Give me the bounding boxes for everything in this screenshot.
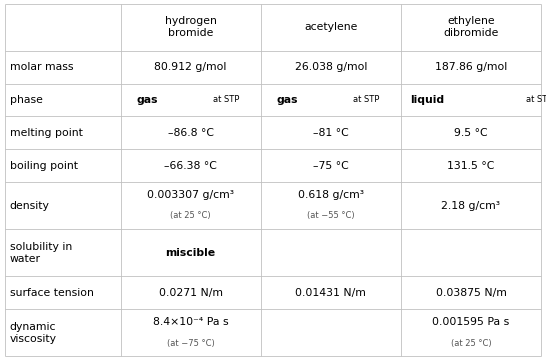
Text: molar mass: molar mass — [10, 62, 73, 72]
Text: at STP: at STP — [213, 95, 239, 104]
Text: miscible: miscible — [165, 248, 216, 258]
Text: (at −75 °C): (at −75 °C) — [167, 339, 215, 348]
Text: liquid: liquid — [411, 95, 444, 105]
Text: hydrogen
bromide: hydrogen bromide — [165, 16, 217, 39]
Text: –81 °C: –81 °C — [313, 128, 349, 138]
Text: 0.01431 N/m: 0.01431 N/m — [295, 288, 366, 298]
Text: 80.912 g/mol: 80.912 g/mol — [155, 62, 227, 72]
Text: ethylene
dibromide: ethylene dibromide — [443, 16, 498, 39]
Text: solubility in
water: solubility in water — [10, 242, 72, 264]
Text: melting point: melting point — [10, 128, 82, 138]
Text: 0.618 g/cm³: 0.618 g/cm³ — [298, 190, 364, 200]
Text: phase: phase — [10, 95, 43, 105]
Text: 8.4×10⁻⁴ Pa s: 8.4×10⁻⁴ Pa s — [153, 318, 228, 327]
Text: 0.003307 g/cm³: 0.003307 g/cm³ — [147, 190, 234, 200]
Text: gas: gas — [277, 95, 298, 105]
Text: 131.5 °C: 131.5 °C — [447, 161, 495, 171]
Text: 26.038 g/mol: 26.038 g/mol — [295, 62, 367, 72]
Text: dynamic
viscosity: dynamic viscosity — [10, 321, 57, 344]
Text: boiling point: boiling point — [10, 161, 78, 171]
Text: –75 °C: –75 °C — [313, 161, 349, 171]
Text: at STP: at STP — [353, 95, 379, 104]
Text: gas: gas — [136, 95, 158, 105]
Text: 9.5 °C: 9.5 °C — [454, 128, 488, 138]
Text: –86.8 °C: –86.8 °C — [168, 128, 213, 138]
Text: 187.86 g/mol: 187.86 g/mol — [435, 62, 507, 72]
Text: density: density — [10, 201, 50, 211]
Text: –66.38 °C: –66.38 °C — [164, 161, 217, 171]
Text: (at −55 °C): (at −55 °C) — [307, 211, 354, 220]
Text: surface tension: surface tension — [10, 288, 93, 298]
Text: 2.18 g/cm³: 2.18 g/cm³ — [442, 201, 501, 211]
Text: (at 25 °C): (at 25 °C) — [450, 339, 491, 348]
Text: (at 25 °C): (at 25 °C) — [170, 211, 211, 220]
Text: acetylene: acetylene — [304, 22, 358, 32]
Text: at STP: at STP — [526, 95, 546, 104]
Text: 0.001595 Pa s: 0.001595 Pa s — [432, 318, 509, 327]
Text: 0.0271 N/m: 0.0271 N/m — [158, 288, 223, 298]
Text: 0.03875 N/m: 0.03875 N/m — [436, 288, 507, 298]
